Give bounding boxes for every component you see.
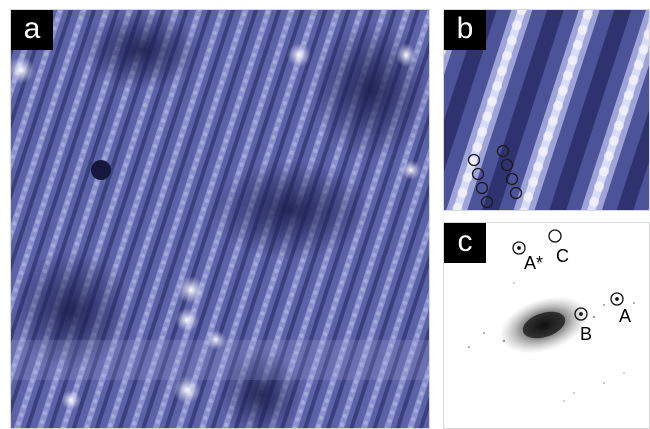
spot-label-a-star: A* xyxy=(524,253,543,273)
spot-label-a: A xyxy=(619,306,631,326)
stm-image-panel-b: b xyxy=(443,9,650,211)
stm-image-panel-a: a xyxy=(10,9,430,429)
panel-label-b: b xyxy=(444,10,486,50)
spot-label-c: C xyxy=(556,246,569,266)
stm-image-a xyxy=(11,10,429,428)
fft-panel-c: A* C A B c xyxy=(443,222,650,429)
panel-label-c: c xyxy=(444,223,486,263)
fft-spot-markers xyxy=(512,229,624,321)
panel-label-a: a xyxy=(11,10,53,50)
atom-markers xyxy=(467,144,523,209)
spot-label-b: B xyxy=(580,324,592,344)
fft-noise xyxy=(468,262,635,402)
